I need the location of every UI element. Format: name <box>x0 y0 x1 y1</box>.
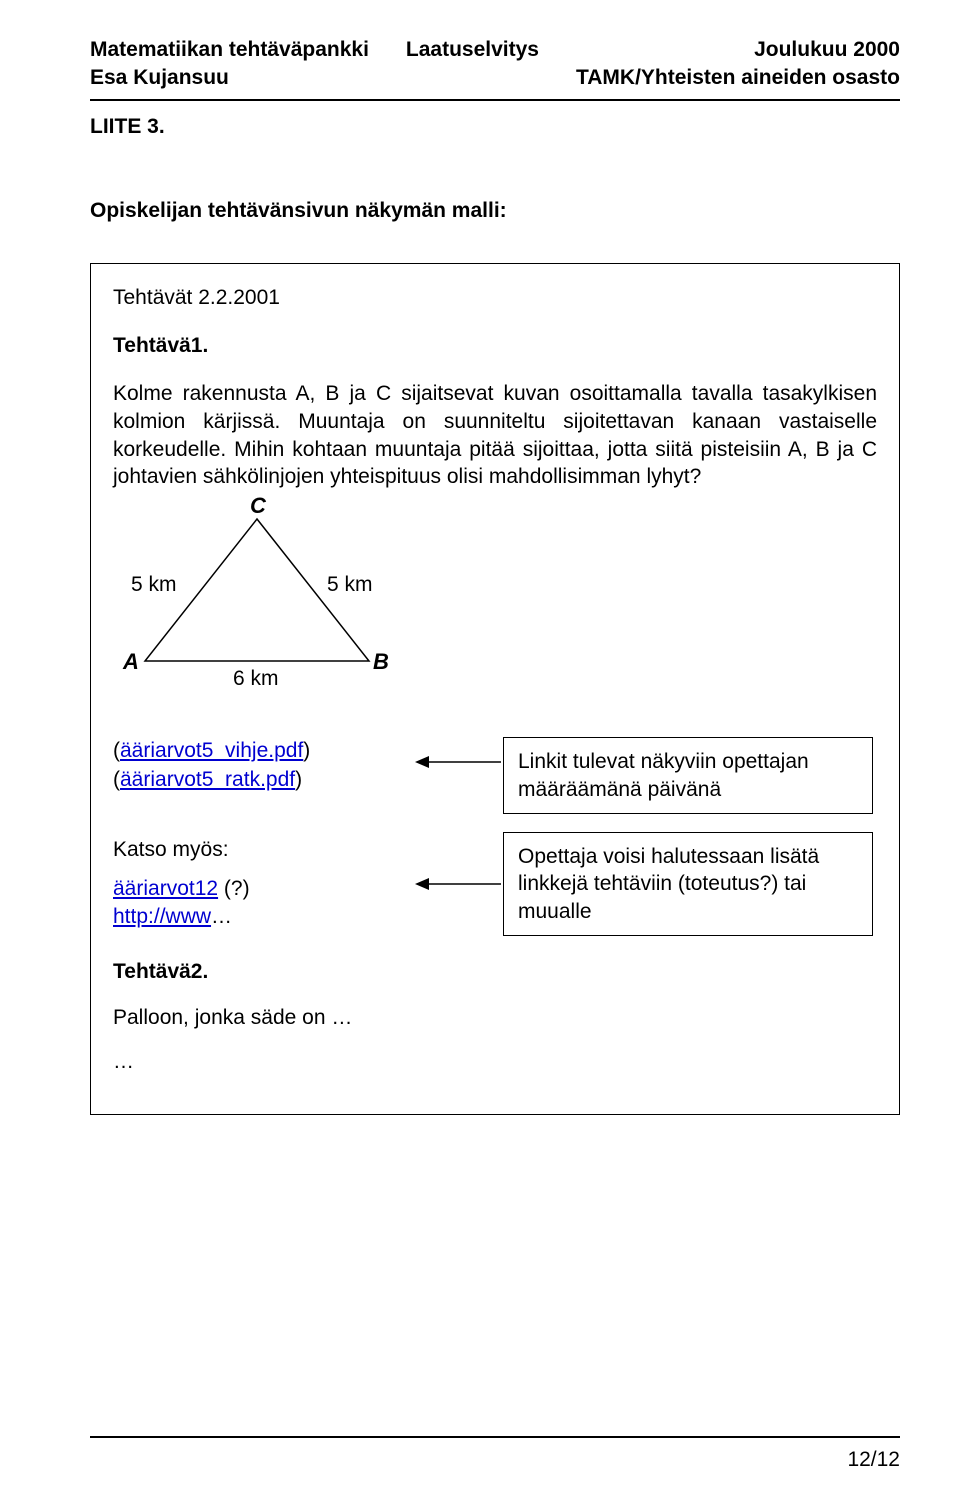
note-box-2: Opettaja voisi halutessaan lisätä linkke… <box>503 832 873 936</box>
side-bottom-label: 6 km <box>233 667 279 691</box>
footer: 12/12 <box>90 1436 900 1472</box>
triangle-diagram: C A B 5 km 5 km 6 km <box>137 511 397 711</box>
arrow-2-icon <box>413 859 503 909</box>
link-ratk[interactable]: ääriarvot5_ratk.pdf <box>120 768 295 791</box>
link-aariarvot12-suffix: (?) <box>218 877 250 900</box>
links-row-1: (ääriarvot5_vihje.pdf) (ääriarvot5_ratk.… <box>113 737 877 814</box>
page-number: 12/12 <box>90 1448 900 1472</box>
header-rule <box>90 99 900 101</box>
page: Matematiikan tehtäväpankki Esa Kujansuu … <box>0 0 960 1512</box>
header-left-line2: Esa Kujansuu <box>90 64 369 92</box>
vertex-a: A <box>123 649 139 675</box>
links-left-1: (ääriarvot5_vihje.pdf) (ääriarvot5_ratk.… <box>113 737 413 794</box>
side-left-label: 5 km <box>131 573 177 597</box>
vertex-b: B <box>373 649 389 675</box>
header-mid: Laatuselvitys <box>406 36 539 93</box>
side-right-label: 5 km <box>327 573 373 597</box>
header-right-line1: Joulukuu 2000 <box>576 36 900 64</box>
appendix-label: LIITE 3. <box>90 115 900 139</box>
note-box-1: Linkit tulevat näkyviin opettajan määrää… <box>503 737 873 814</box>
footer-rule <box>90 1436 900 1438</box>
header: Matematiikan tehtäväpankki Esa Kujansuu … <box>90 36 900 93</box>
task1-paragraph: Kolme rakennusta A, B ja C sijaitsevat k… <box>113 380 877 492</box>
section-subtitle: Opiskelijan tehtävänsivun näkymän malli: <box>90 199 900 223</box>
link-http-suffix: … <box>211 905 232 928</box>
task1-heading: Tehtävä1. <box>113 334 877 358</box>
vertex-c: C <box>250 493 266 519</box>
ellipsis: … <box>113 1050 877 1074</box>
katso-label: Katso myös: <box>113 836 413 864</box>
content-box: Tehtävät 2.2.2001 Tehtävä1. Kolme rakenn… <box>90 263 900 1115</box>
link-aariarvot12[interactable]: ääriarvot12 <box>113 877 218 900</box>
header-left: Matematiikan tehtäväpankki Esa Kujansuu <box>90 36 369 93</box>
task-date: Tehtävät 2.2.2001 <box>113 286 877 310</box>
task2-text: Palloon, jonka säde on … <box>113 1006 877 1030</box>
arrow-1-icon <box>413 737 503 787</box>
links-row-2: Katso myös: ääriarvot12 (?) http://www… … <box>113 832 877 936</box>
task2-heading: Tehtävä2. <box>113 960 877 984</box>
link-http[interactable]: http://www <box>113 905 211 928</box>
links-left-2: Katso myös: ääriarvot12 (?) http://www… <box>113 836 413 931</box>
header-left-line1: Matematiikan tehtäväpankki <box>90 36 369 64</box>
link-vihje[interactable]: ääriarvot5_vihje.pdf <box>120 739 303 762</box>
header-right-line2: TAMK/Yhteisten aineiden osasto <box>576 64 900 92</box>
header-right: Joulukuu 2000 TAMK/Yhteisten aineiden os… <box>576 36 900 93</box>
